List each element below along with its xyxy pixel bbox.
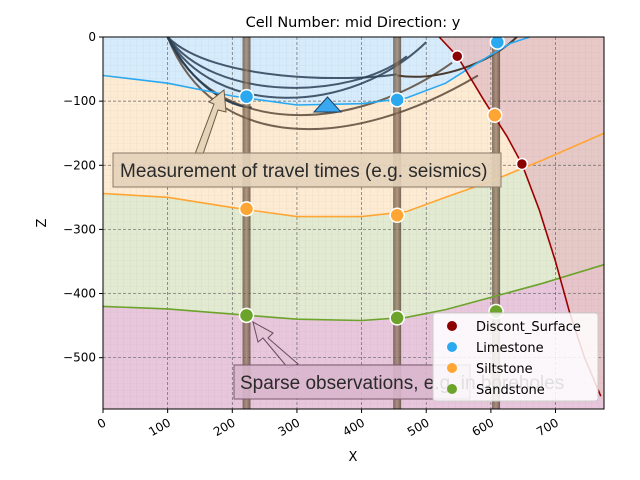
data-point-siltstone (389, 207, 405, 224)
borehole (492, 37, 501, 409)
data-points (238, 37, 529, 326)
y-axis-label: Z (35, 218, 50, 227)
sandstone-contact-line (103, 263, 604, 322)
y-tick-label: 0 (88, 30, 96, 44)
legend-box (432, 312, 599, 402)
data-point-discont-surface (515, 157, 529, 171)
y-tick-label: −400 (63, 287, 96, 301)
data-point-limestone (389, 92, 405, 108)
annotation-box-seismics (112, 152, 502, 188)
x-tick-label: 0 (95, 415, 109, 431)
seismic-source-triangle-icon (312, 96, 343, 113)
legend-marker-limestone (447, 342, 457, 352)
y-tick-label: −300 (63, 222, 96, 236)
borehole (242, 37, 251, 409)
legend-marker-siltstone (447, 363, 457, 373)
legend-marker-sandstone (447, 384, 457, 394)
x-tick-label: 600 (470, 415, 497, 439)
seismic-ray-paths (166, 37, 518, 130)
plot-frame (102, 36, 605, 410)
annotation-seismics: Measurement of travel times (e.g. seismi… (112, 89, 502, 188)
ray-path (166, 37, 427, 99)
y-tick-label: −500 (63, 351, 96, 365)
x-tick-label: 400 (340, 415, 367, 439)
y-tick-label: −200 (63, 158, 96, 172)
ray-path (166, 37, 408, 89)
limestone-contact-line (103, 37, 530, 106)
x-tick-label: 100 (146, 415, 173, 439)
data-point-limestone (238, 88, 255, 105)
data-point-sandstone (389, 310, 405, 326)
legend-label: Sandstone (476, 383, 545, 398)
x-tick-label: 200 (211, 415, 238, 439)
siltstone-contact-line (103, 132, 604, 218)
annotation-arrow-seismics (194, 89, 227, 155)
x-axis-label: X (349, 450, 358, 465)
chart-title: Cell Number: mid Direction: y (246, 15, 461, 31)
data-point-sandstone (238, 307, 255, 324)
x-tick-label: 500 (405, 415, 432, 439)
legend-marker-discont-surface (447, 321, 457, 331)
legend: Discont_Surface Limestone Siltstone Sandsto… (432, 312, 599, 402)
x-tick-label: 700 (534, 415, 561, 439)
legend-label: Discont_Surface (476, 320, 581, 335)
x-tick-label: 300 (276, 415, 303, 439)
data-point-discont-surface (451, 49, 464, 63)
annotation-text-seismics: Measurement of travel times (e.g. seismi… (120, 161, 487, 182)
ray-path (166, 37, 479, 130)
annotation-arrow-boreholes (252, 321, 299, 369)
legend-label: Siltstone (476, 362, 533, 377)
data-point-siltstone (238, 201, 255, 217)
data-point-limestone (489, 37, 506, 50)
y-tick-label: −100 (63, 94, 96, 108)
data-point-siltstone (486, 107, 503, 123)
legend-label: Limestone (476, 341, 544, 356)
